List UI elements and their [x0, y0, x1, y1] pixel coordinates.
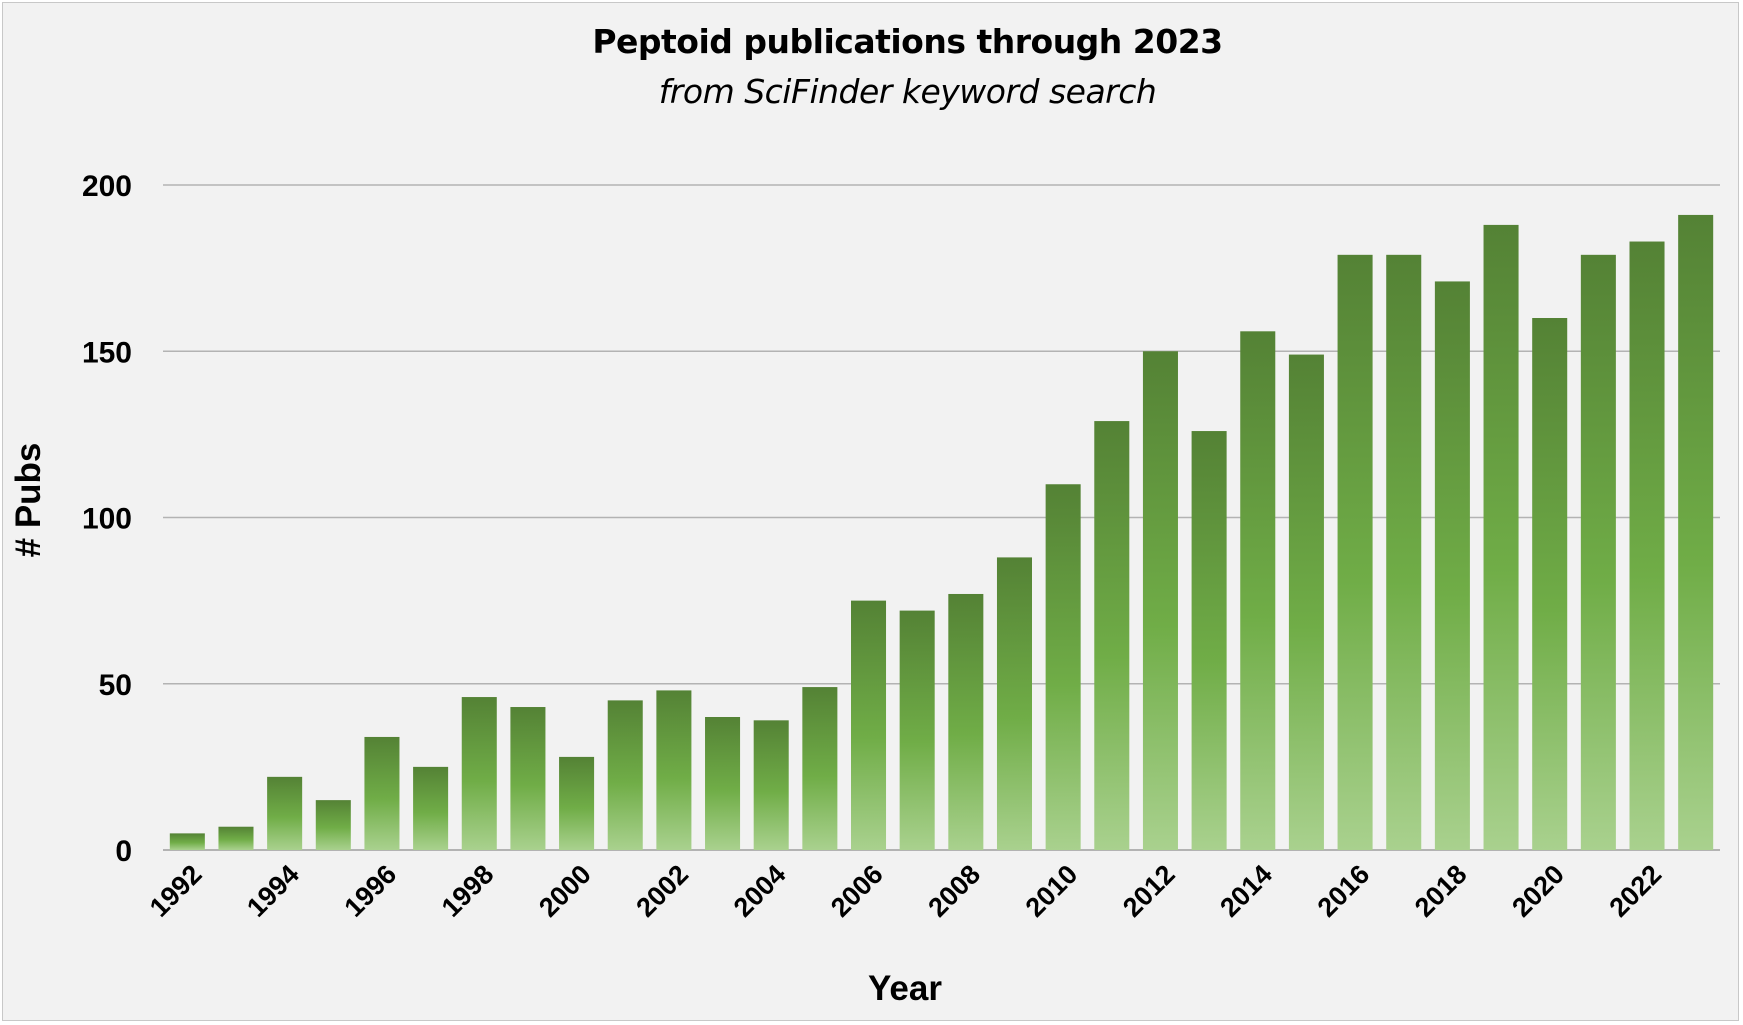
y-axis-ticks: 0 50 100 150 200 — [82, 170, 132, 868]
chart-subtitle: from SciFinder keyword search — [658, 72, 1157, 111]
bar-1996 — [364, 736, 400, 850]
x-tick-label: 2018 — [1409, 859, 1473, 923]
bar-2004 — [753, 720, 789, 850]
bar-2010 — [1045, 484, 1081, 850]
bar-2014 — [1240, 331, 1276, 850]
bar-2016 — [1337, 254, 1373, 850]
bar-1994 — [267, 776, 303, 850]
bar-2000 — [559, 756, 595, 850]
bar-1993 — [218, 826, 254, 850]
y-tick-label: 200 — [82, 170, 132, 203]
bar-2022 — [1629, 241, 1665, 850]
bar-2012 — [1142, 351, 1178, 850]
x-tick-label: 1992 — [144, 859, 208, 923]
y-tick-label: 50 — [99, 669, 132, 702]
bar-2007 — [899, 610, 935, 850]
x-tick-label: 2004 — [728, 859, 792, 923]
bar-1992 — [169, 833, 205, 850]
bar-2006 — [850, 600, 887, 850]
bar-1999 — [510, 707, 546, 850]
y-axis-label: # Pubs — [9, 443, 48, 558]
bar-2011 — [1094, 421, 1130, 850]
x-tick-label: 2008 — [922, 859, 986, 923]
bar-2008 — [948, 593, 984, 850]
bar-2019 — [1483, 224, 1519, 850]
bar-2023 — [1678, 214, 1714, 851]
bar-2020 — [1532, 318, 1568, 850]
x-tick-label: 2000 — [533, 859, 597, 923]
y-tick-label: 0 — [115, 835, 132, 868]
bars — [169, 214, 1714, 851]
y-tick-label: 100 — [82, 503, 132, 536]
bar-2018 — [1434, 281, 1470, 850]
bar-2001 — [607, 700, 643, 850]
x-tick-label: 2012 — [1117, 859, 1181, 923]
bar-1995 — [315, 800, 351, 850]
bar-2005 — [802, 687, 838, 850]
x-axis-label: Year — [868, 969, 942, 1008]
x-tick-label: 1996 — [339, 859, 403, 923]
x-tick-label: 2020 — [1506, 859, 1570, 923]
x-tick-label: 2010 — [1020, 859, 1084, 923]
x-tick-label: 2014 — [1214, 859, 1278, 923]
bar-2003 — [705, 717, 741, 850]
y-tick-label: 150 — [82, 336, 132, 369]
chart-title: Peptoid publications through 2023 — [592, 22, 1223, 61]
bar-2021 — [1580, 254, 1616, 850]
x-tick-label: 1994 — [241, 859, 305, 923]
bar-1998 — [461, 697, 497, 850]
x-tick-label: 2002 — [630, 859, 694, 923]
x-tick-label: 1998 — [436, 859, 500, 923]
bar-2002 — [656, 690, 692, 850]
bar-2015 — [1288, 354, 1324, 850]
x-tick-label: 2022 — [1604, 859, 1668, 923]
bar-2013 — [1191, 431, 1227, 850]
bar-2009 — [996, 557, 1033, 850]
x-tick-label: 2006 — [825, 859, 889, 923]
bar-2017 — [1386, 254, 1422, 850]
bar-1997 — [413, 766, 449, 850]
x-axis-ticks: 1992 1994 1996 1998 2000 2002 2004 2006 2008 2010… — [144, 859, 1667, 923]
x-tick-label: 2016 — [1312, 859, 1376, 923]
